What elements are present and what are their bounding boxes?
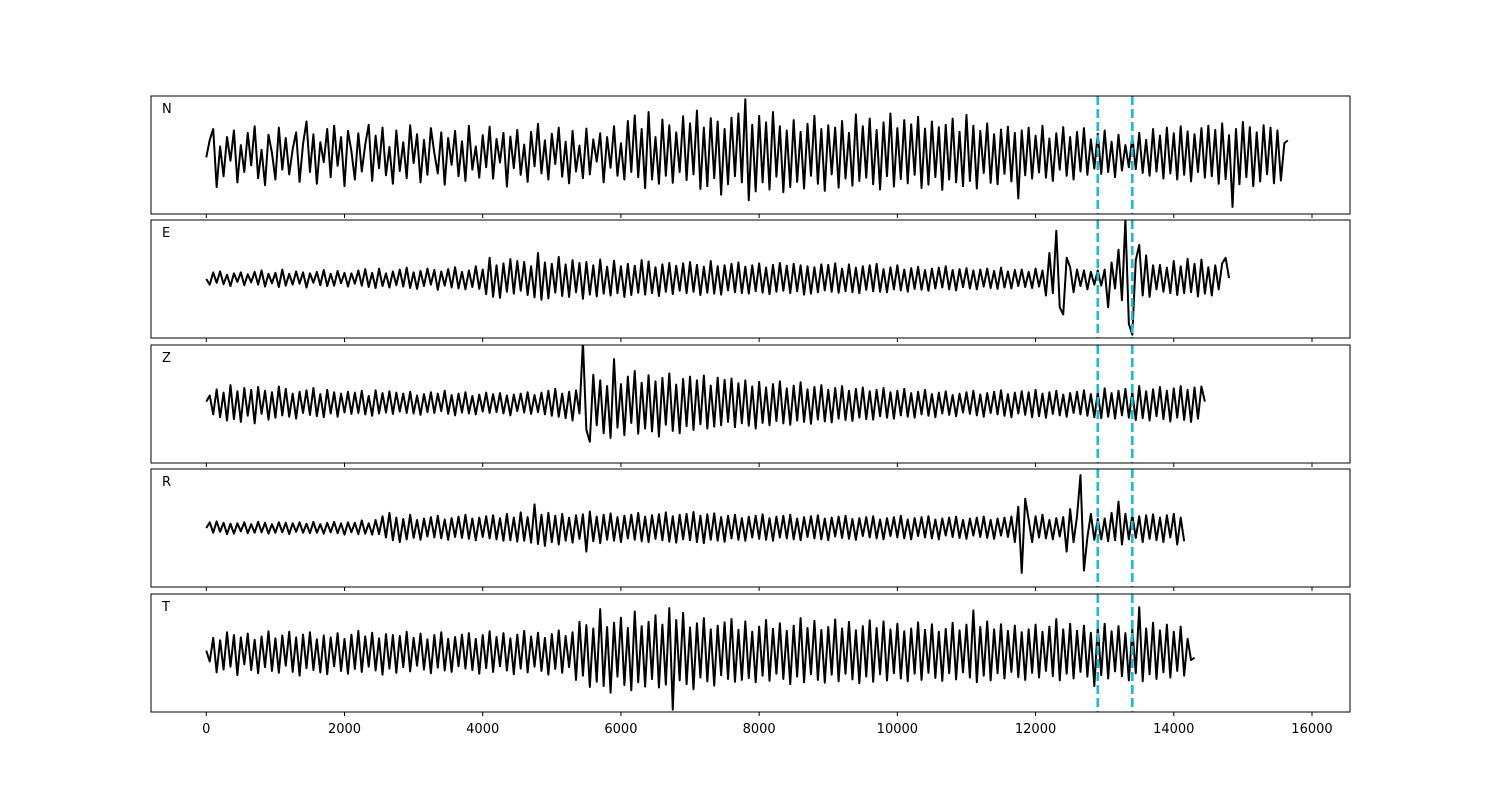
panel-frame	[150, 344, 1351, 464]
waveform-e	[205, 220, 1231, 336]
waveform-n	[205, 98, 1289, 208]
panel-z: Z	[150, 344, 1351, 467]
panel-r: R	[150, 468, 1351, 591]
x-tick-label: 2000	[328, 722, 361, 737]
panel-e: E	[150, 219, 1351, 342]
waveform-r	[205, 474, 1186, 574]
panel-label: R	[162, 475, 171, 490]
panel-frame	[150, 219, 1351, 339]
panel-frame	[150, 468, 1351, 588]
x-tick-label: 8000	[743, 722, 776, 737]
waveform-z	[205, 345, 1206, 443]
x-axis: 0 2000 4000 6000 8000 10000 12000 14000 16000	[202, 722, 1333, 737]
panels-group: N E Z R T	[150, 95, 1351, 716]
x-tick-label: 10000	[877, 722, 918, 737]
waveform-t	[205, 606, 1196, 711]
panel-label: T	[161, 600, 170, 615]
panel-label: Z	[162, 351, 171, 366]
x-tick-label: 14000	[1153, 722, 1194, 737]
x-tick-label: 6000	[604, 722, 637, 737]
panel-label: N	[162, 102, 172, 117]
x-tick-label: 16000	[1291, 722, 1332, 737]
x-tick-label: 4000	[466, 722, 499, 737]
panel-frame	[150, 95, 1351, 215]
panel-n: N	[150, 95, 1351, 218]
panel-frame	[150, 593, 1351, 713]
panel-label: E	[162, 226, 170, 241]
panel-t: T	[150, 593, 1351, 716]
x-tick-label: 12000	[1015, 722, 1056, 737]
x-tick-label: 0	[202, 722, 210, 737]
